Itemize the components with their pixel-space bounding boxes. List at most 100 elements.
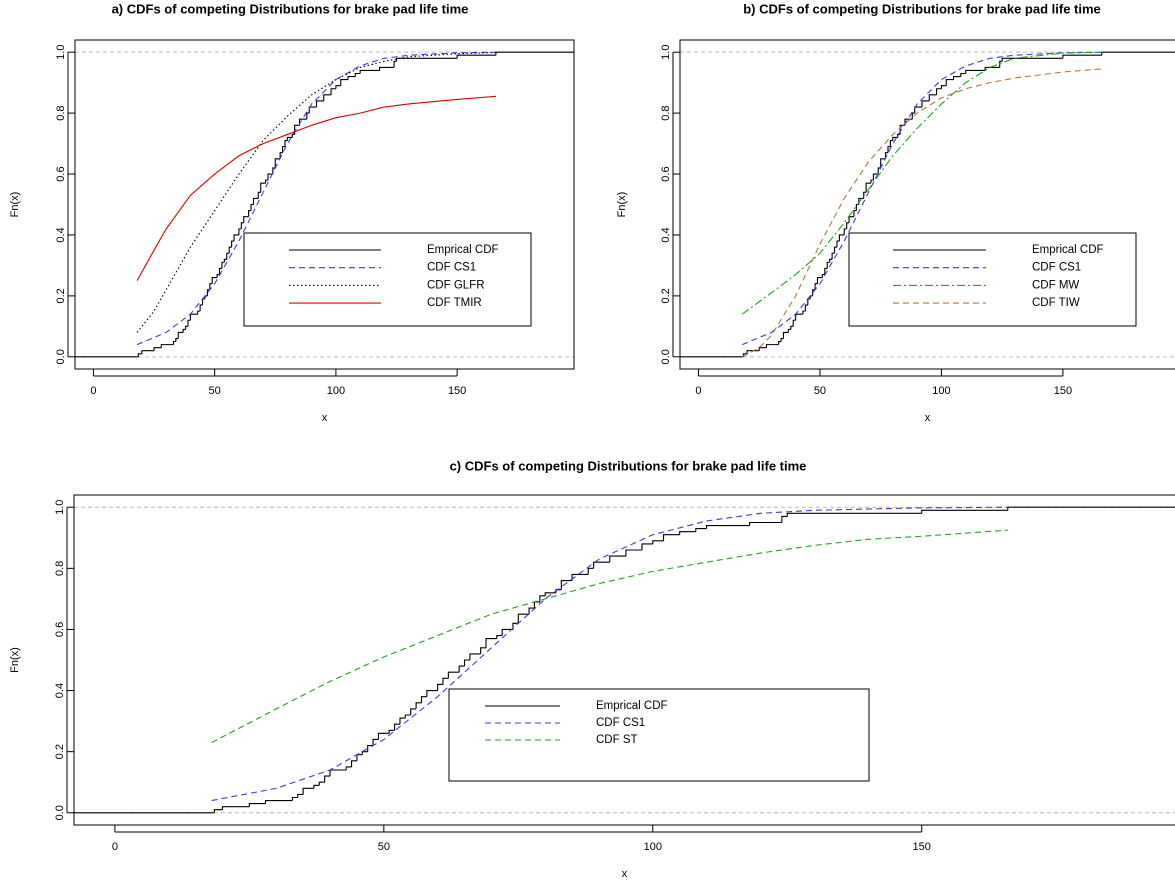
legend-label: CDF GLFR xyxy=(427,279,485,291)
x-axis-label: x xyxy=(322,412,328,424)
ecdf-step xyxy=(812,289,816,296)
ecdf-step xyxy=(137,353,142,357)
ecdf-step xyxy=(313,784,320,789)
ecdf-step xyxy=(318,781,325,786)
y-tick-label: 0.0 xyxy=(55,349,67,364)
legend-label: CDF ST xyxy=(596,734,638,746)
ecdf-step xyxy=(211,277,218,284)
ecdf-step xyxy=(790,325,794,330)
ecdf-step xyxy=(393,60,397,68)
ecdf-step xyxy=(248,210,252,217)
ecdf-step xyxy=(458,665,465,673)
ecdf-step xyxy=(517,613,530,624)
ecdf-step xyxy=(501,628,513,636)
ecdf-step xyxy=(265,179,269,184)
ecdf-step xyxy=(228,246,232,254)
ecdf-step xyxy=(394,723,400,731)
x-tick-label: 50 xyxy=(209,385,221,397)
y-tick-label: 0.4 xyxy=(54,683,66,698)
ecdf-step xyxy=(853,210,857,217)
ecdf-step xyxy=(679,531,696,535)
ecdf-step xyxy=(291,796,298,801)
ecdf-step xyxy=(323,94,332,101)
ecdf-step xyxy=(824,267,828,275)
x-axis-label: x xyxy=(925,412,931,424)
cdf-line xyxy=(136,51,496,346)
ecdf-step xyxy=(248,803,266,807)
ecdf-step xyxy=(555,589,562,593)
ecdf-step xyxy=(512,622,519,630)
ecdf-step xyxy=(816,277,823,284)
ecdf-step xyxy=(609,555,626,563)
ecdf-step xyxy=(404,714,411,719)
chart-title: b) CDFs of competing Distributions for b… xyxy=(743,1,1101,16)
ecdf-step xyxy=(330,88,336,95)
ecdf-step xyxy=(250,203,254,211)
ecdf-step xyxy=(378,66,395,71)
ecdf-step xyxy=(780,337,784,342)
ecdf-step xyxy=(221,806,250,810)
ecdf-step xyxy=(324,775,331,783)
plot-border xyxy=(74,39,575,370)
plot-area xyxy=(74,506,1175,814)
legend-label: Emprical CDF xyxy=(427,244,499,256)
chart-title: a) CDFs of competing Distributions for b… xyxy=(112,1,469,16)
x-tick-label: 150 xyxy=(448,385,466,397)
ecdf-step xyxy=(284,139,288,147)
ecdf-step xyxy=(485,638,497,648)
ecdf-step xyxy=(480,647,487,654)
ecdf-step xyxy=(870,179,874,184)
ecdf-step xyxy=(880,158,886,168)
y-tick-label: 1.0 xyxy=(660,45,672,60)
ecdf-step xyxy=(185,325,188,330)
ecdf-step xyxy=(372,738,379,746)
ecdf-step xyxy=(652,540,664,544)
ecdf-step xyxy=(361,751,368,755)
ecdf-step xyxy=(749,521,782,526)
ecdf-step xyxy=(267,173,273,181)
ecdf-step xyxy=(544,592,556,596)
x-tick-label: 150 xyxy=(1054,385,1072,397)
x-tick-label: 100 xyxy=(644,841,662,853)
ecdf-step xyxy=(877,167,881,175)
ecdf-step xyxy=(792,319,796,327)
cdf-line xyxy=(741,68,1102,358)
ecdf-step xyxy=(260,182,266,193)
ecdf-step xyxy=(153,347,162,351)
ecdf-step xyxy=(778,341,782,345)
ecdf-step xyxy=(826,261,830,269)
ecdf-step xyxy=(999,60,1003,68)
ecdf-step xyxy=(420,696,427,703)
ecdf-step xyxy=(206,289,210,296)
ecdf-step xyxy=(802,310,806,315)
ecdf-step xyxy=(252,197,259,205)
cdf-line xyxy=(741,51,1102,346)
ecdf-step xyxy=(359,69,380,74)
ecdf-step xyxy=(1101,51,1175,56)
ecdf-step xyxy=(141,350,155,354)
ecdf-step xyxy=(1062,54,1102,59)
cdf-line xyxy=(741,51,1102,315)
ecdf-step xyxy=(625,549,643,557)
ecdf-step xyxy=(911,112,915,120)
ecdf-step xyxy=(889,139,893,147)
ecdf-step xyxy=(843,228,847,235)
ecdf-step xyxy=(463,659,470,667)
legend-label: CDF CS1 xyxy=(427,262,476,274)
ecdf-step xyxy=(345,766,352,770)
y-tick-label: 0.4 xyxy=(660,227,672,242)
y-tick-label: 1.0 xyxy=(54,500,66,515)
y-tick-label: 0.2 xyxy=(660,288,672,303)
ecdf-step xyxy=(928,94,937,101)
ecdf-step xyxy=(662,534,680,541)
ecdf-step xyxy=(960,72,966,77)
ecdf-step xyxy=(377,732,390,740)
ecdf-step xyxy=(921,100,930,108)
plot-border xyxy=(73,494,1175,826)
y-axis-label: Fn(x) xyxy=(9,647,21,673)
ecdf-step xyxy=(291,133,295,138)
ecdf-step xyxy=(175,337,179,342)
ecdf-step xyxy=(351,760,357,767)
ecdf-step xyxy=(447,671,460,679)
